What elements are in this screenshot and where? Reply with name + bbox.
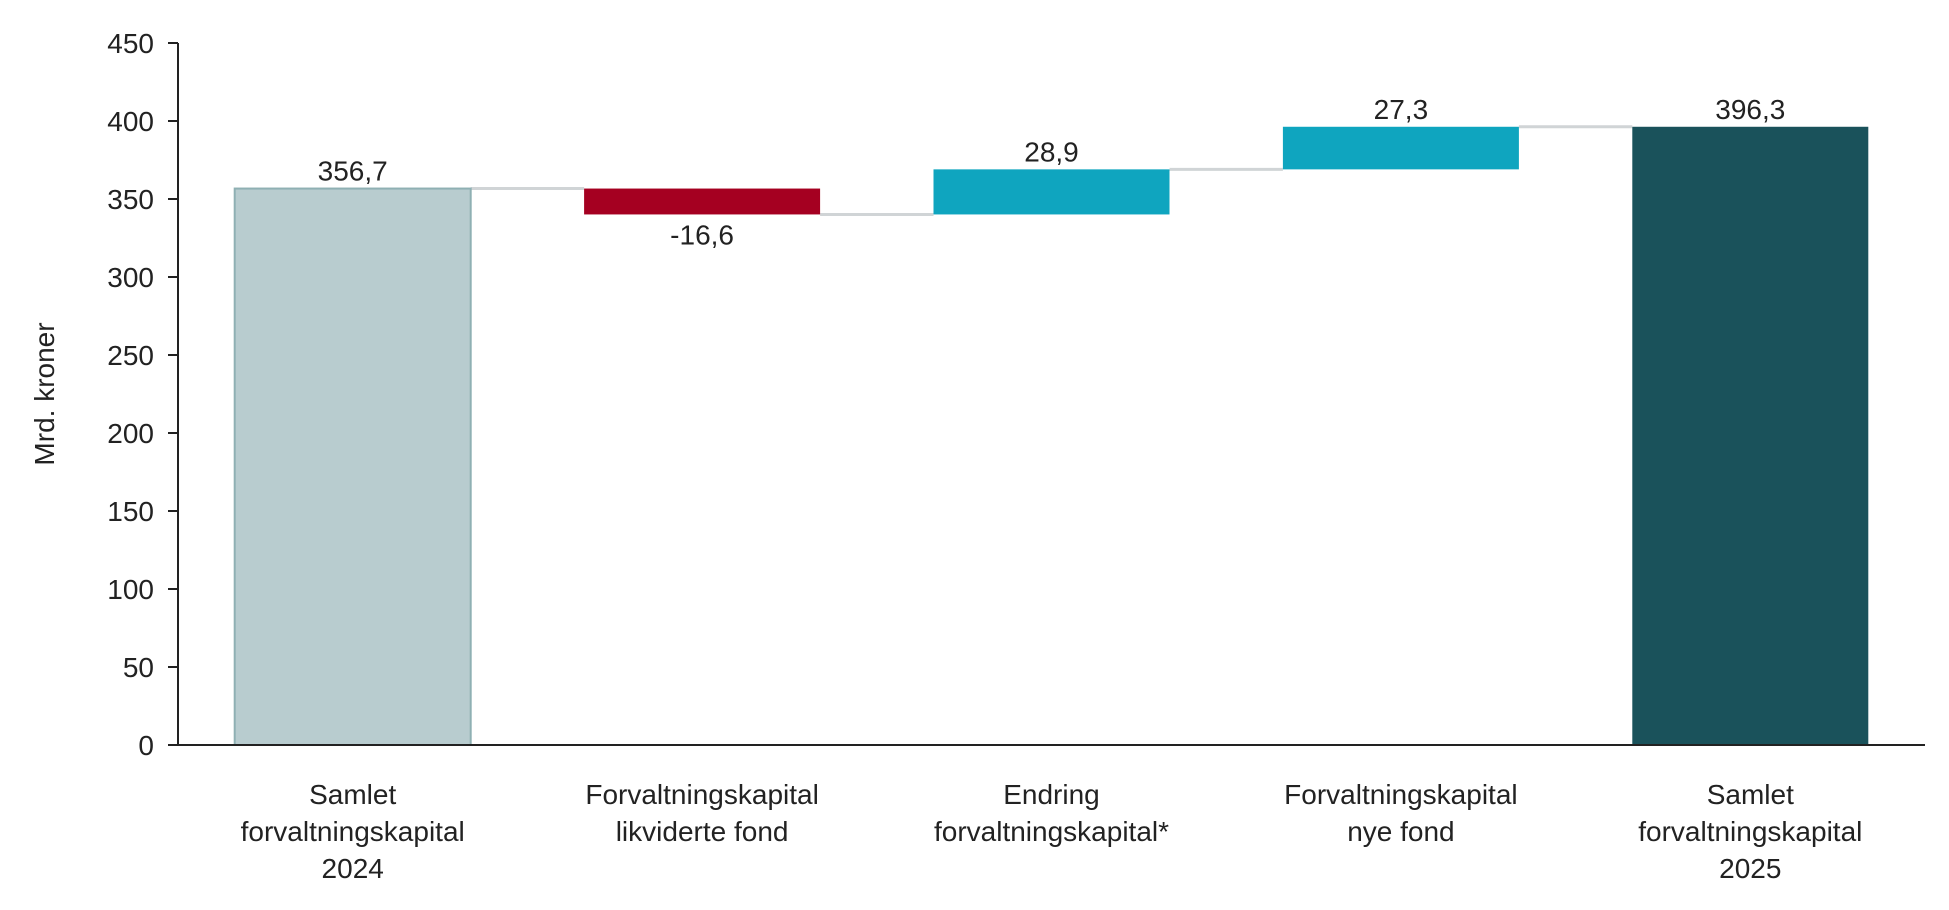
y-tick-label: 300 [107,262,154,293]
category-label: Samlet [1707,779,1794,810]
y-tick-label: 350 [107,184,154,215]
data-label: 27,3 [1374,94,1429,125]
bar-4 [1282,126,1519,170]
category-label: nye fond [1347,816,1454,847]
y-axis-title: Mrd. kroner [29,322,60,465]
category-label: Samlet [309,779,396,810]
category-label: Forvaltningskapital [585,779,818,810]
data-label: 28,9 [1024,136,1079,167]
bar-5 [1632,126,1869,746]
y-tick-label: 400 [107,106,154,137]
category-label: Forvaltningskapital [1284,779,1517,810]
y-tick-label: 100 [107,574,154,605]
data-label: 356,7 [318,156,388,187]
y-tick-label: 150 [107,496,154,527]
category-label: forvaltningskapital [1638,816,1862,847]
y-tick-label: 250 [107,340,154,371]
bar-3 [933,169,1170,215]
bar-2 [584,188,821,215]
category-label: Endring [1003,779,1100,810]
data-label: -16,6 [670,219,734,250]
y-tick-label: 50 [123,652,154,683]
category-label: 2024 [322,853,384,884]
category-label: likviderte fond [616,816,789,847]
data-label: 396,3 [1715,94,1785,125]
bar-1 [233,187,472,747]
y-tick-label: 200 [107,418,154,449]
y-tick-label: 450 [107,28,154,59]
category-label: forvaltningskapital [241,816,465,847]
category-label: 2025 [1719,853,1781,884]
y-tick-label: 0 [138,730,154,761]
category-label: forvaltningskapital* [934,816,1169,847]
